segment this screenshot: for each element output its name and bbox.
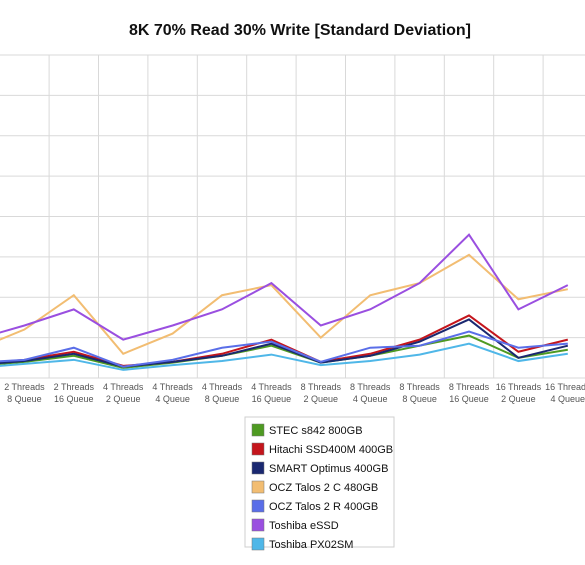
legend-swatch [251, 518, 265, 532]
legend-label: OCZ Talos 2 R 400GB [269, 501, 378, 513]
series-line [0, 318, 569, 368]
x-tick-label: 4 Threads 16 Queue [251, 382, 292, 404]
series-line [0, 233, 569, 341]
x-tick-label: 8 Threads 8 Queue [399, 382, 440, 404]
legend-box [244, 416, 395, 548]
legend-swatch [251, 499, 265, 513]
x-tick-label: 8 Threads 2 Queue [301, 382, 342, 404]
x-tick-label: 2 Threads 8 Queue [4, 382, 45, 404]
series-line [0, 314, 569, 367]
legend-label: Hitachi SSD400M 400GB [269, 444, 393, 456]
series-lines [0, 233, 569, 371]
legend-swatch [251, 423, 265, 437]
legend-swatch [251, 442, 265, 456]
x-tick-label: 4 Threads 2 Queue [103, 382, 144, 404]
chart-title: 8K 70% Read 30% Write [Standard Deviatio… [129, 22, 471, 39]
series-line [0, 253, 569, 355]
x-tick-label: 8 Threads 16 Queue [449, 382, 490, 404]
x-tick-label: 4 Threads 4 Queue [152, 382, 193, 404]
series-line [0, 330, 568, 368]
legend-swatch [251, 537, 265, 551]
legend-label: SMART Optimus 400GB [269, 463, 388, 475]
grid-lines [0, 54, 585, 379]
series-line [0, 342, 568, 371]
legend-swatch [251, 461, 265, 475]
x-tick-label: 8 Threads 4 Queue [350, 382, 391, 404]
legend-label: STEC s842 800GB [269, 425, 363, 437]
legend: STEC s842 800GB Hitachi SSD400M 400GB SMAR… [244, 416, 395, 551]
x-tick-label: 2 Threads 16 Queue [54, 382, 95, 404]
x-tick-label: 4 Threads 8 Queue [202, 382, 243, 404]
legend-swatch [251, 480, 265, 494]
x-tick-label: 16 Threads 2 Queue [496, 382, 542, 404]
legend-label: OCZ Talos 2 C 480GB [269, 482, 378, 494]
series-line [0, 334, 568, 369]
legend-label: Toshiba eSSD [269, 520, 339, 532]
legend-label: Toshiba PX02SM [269, 539, 353, 551]
